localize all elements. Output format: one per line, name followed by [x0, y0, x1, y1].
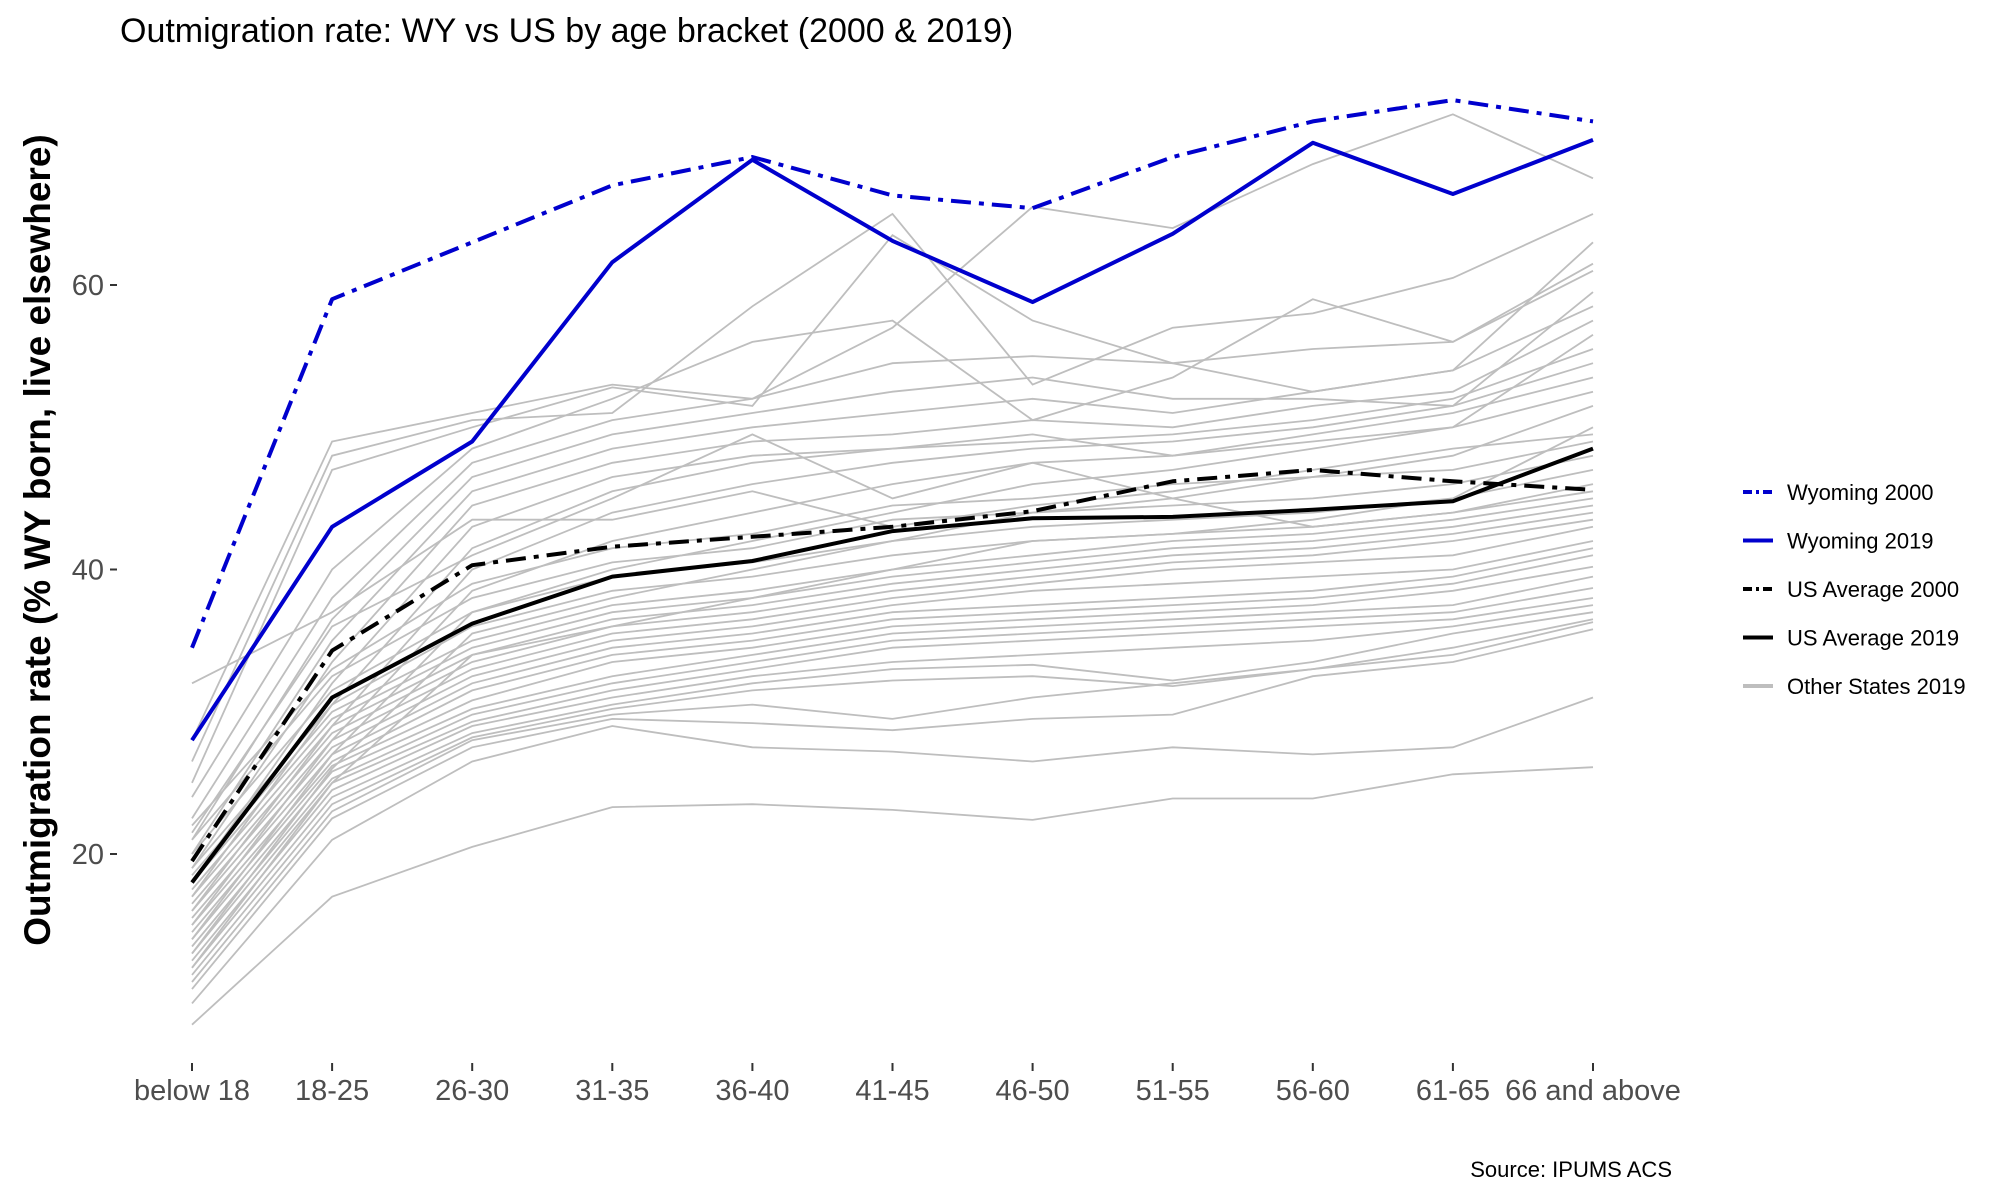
- other-state-line-18: [191, 504, 1594, 884]
- legend-label-3: US Average 2000: [1787, 577, 1959, 602]
- other-state-line-35: [191, 262, 1594, 798]
- other-state-line-2: [191, 696, 1594, 1004]
- other-state-line-5: [191, 618, 1594, 976]
- other-state-line-33: [191, 291, 1594, 841]
- x-tick-label: 66 and above: [1505, 1075, 1681, 1107]
- other-state-line-37: [191, 212, 1594, 762]
- legend: Wyoming 2000 Wyoming 2019 US Average 2000 U…: [1743, 480, 1966, 699]
- other-state-line-4: [191, 621, 1594, 983]
- other-state-line-22: [191, 454, 1594, 841]
- y-tick-label: 40: [72, 555, 104, 587]
- other-state-line-13: [191, 547, 1594, 919]
- x-tick-label: 61-65: [1416, 1075, 1490, 1107]
- chart-title: Outmigration rate: WY vs US by age brack…: [120, 12, 1013, 50]
- other-states-lines: [191, 113, 1594, 1026]
- other-state-line-32: [191, 305, 1594, 855]
- other-state-line-7: [191, 604, 1594, 962]
- other-state-line-8: [191, 597, 1594, 955]
- x-tick-label: 41-45: [855, 1075, 929, 1107]
- other-state-line-38: [191, 113, 1594, 741]
- other-state-line-9: [191, 587, 1594, 948]
- series-line-us-average-2000: [190, 467, 1594, 863]
- other-state-line-23: [191, 440, 1594, 827]
- x-tick-label: 26-30: [435, 1075, 509, 1107]
- legend-label-4: US Average 2019: [1787, 626, 1959, 651]
- x-tick-label: 18-25: [295, 1075, 369, 1107]
- other-state-line-6: [191, 611, 1594, 969]
- y-tick-label: 20: [72, 839, 104, 871]
- other-state-line-27: [191, 376, 1594, 926]
- series-line-wyoming-2019: [190, 138, 1594, 742]
- other-state-line-16: [191, 518, 1594, 898]
- other-state-line-1: [191, 766, 1594, 1026]
- x-tick-label: below 18: [134, 1075, 250, 1107]
- x-axis: below 18 18-25 26-30 31-35 36-40 41-45 46-50 51…: [134, 1063, 1681, 1107]
- other-state-line-14: [191, 540, 1594, 912]
- other-state-line-11: [191, 565, 1594, 933]
- other-state-line-3: [191, 628, 1594, 990]
- highlighted-series-lines: [190, 98, 1594, 884]
- series-line-us-average-2019: [190, 446, 1594, 884]
- y-tick-label: 60: [72, 270, 104, 302]
- series-line-wyoming-2000: [190, 98, 1594, 649]
- other-state-line-25: [191, 405, 1594, 955]
- other-state-line-10: [191, 575, 1594, 940]
- other-state-line-26: [191, 390, 1594, 940]
- legend-label-2: Wyoming 2019: [1787, 529, 1934, 554]
- x-tick-label: 31-35: [575, 1075, 649, 1107]
- y-axis: 20 40 60: [72, 270, 117, 871]
- chart-caption: Source: IPUMS ACS: [1470, 1157, 1672, 1182]
- x-tick-label: 46-50: [996, 1075, 1070, 1107]
- other-state-line-12: [191, 554, 1594, 926]
- other-state-line-34: [191, 269, 1594, 819]
- other-state-line-28: [191, 362, 1594, 912]
- other-state-line-36: [191, 234, 1594, 784]
- legend-label-5: Other States 2019: [1787, 674, 1966, 699]
- legend-label-1: Wyoming 2000: [1787, 480, 1934, 505]
- x-tick-label: 36-40: [715, 1075, 789, 1107]
- x-tick-label: 56-60: [1276, 1075, 1350, 1107]
- y-axis-label: Outmigration rate (% WY born, live elsew…: [17, 134, 58, 945]
- other-state-line-24: [191, 426, 1594, 969]
- other-state-line-15: [191, 525, 1594, 905]
- other-state-line-40: [191, 433, 1594, 834]
- x-tick-label: 51-55: [1136, 1075, 1210, 1107]
